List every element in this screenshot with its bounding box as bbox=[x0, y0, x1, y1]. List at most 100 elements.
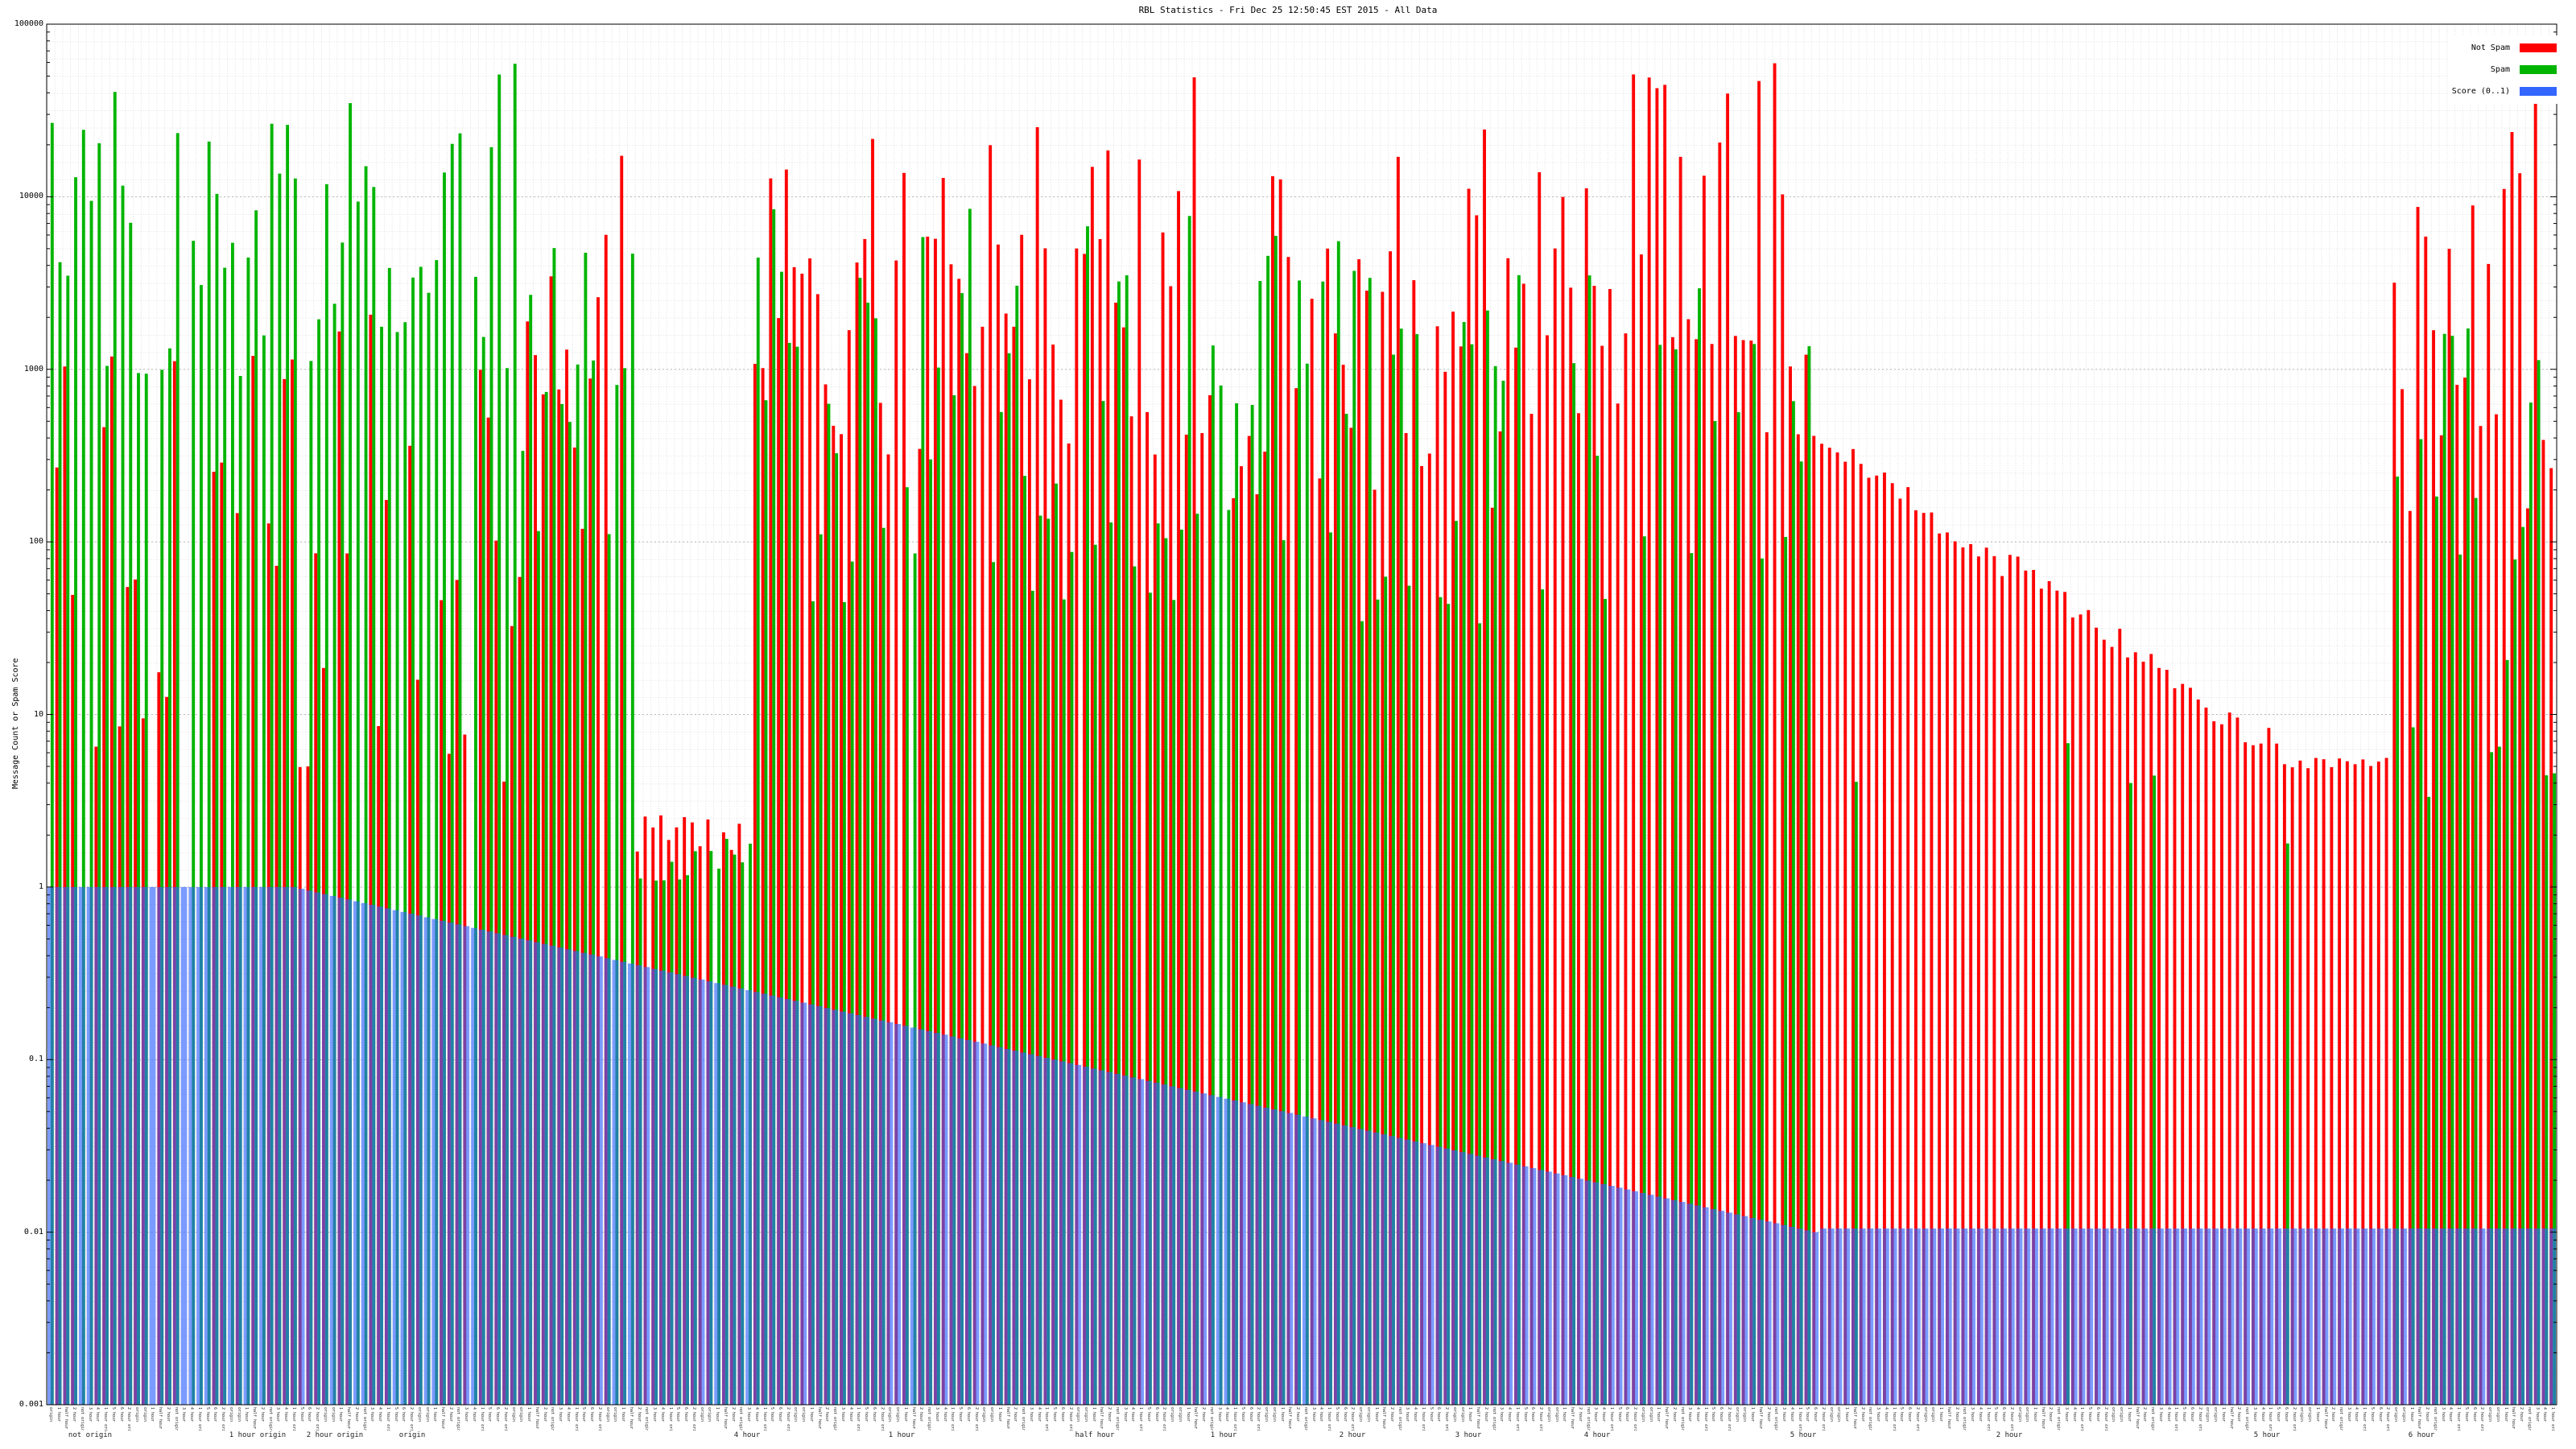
bar-score bbox=[729, 986, 737, 1405]
bar-not-spam bbox=[1883, 473, 1886, 1405]
x-tick-label: half hour bbox=[1476, 1407, 1481, 1430]
bar-score bbox=[989, 1045, 995, 1405]
bar-not-spam bbox=[534, 355, 537, 1405]
bar-score bbox=[2087, 1228, 2094, 1405]
bar-spam bbox=[1298, 280, 1301, 1406]
legend-label-not-spam: Not Spam bbox=[2471, 43, 2510, 52]
bar-score bbox=[832, 1009, 839, 1405]
bar-spam bbox=[576, 364, 580, 1405]
bar-spam bbox=[780, 271, 783, 1406]
x-tick-label: origin bbox=[1170, 1407, 1175, 1422]
bar-not-spam bbox=[2141, 661, 2145, 1405]
bar-not-spam bbox=[1349, 427, 1353, 1405]
bar-not-spam bbox=[2235, 717, 2240, 1405]
bar-spam bbox=[2450, 336, 2454, 1406]
x-tick-label: 4 hour bbox=[471, 1407, 477, 1422]
x-tick-label: 3 hour bbox=[2534, 1407, 2540, 1422]
bar-score bbox=[1232, 1100, 1239, 1405]
x-tick-label: 3 hour bbox=[1593, 1407, 1599, 1422]
x-tick-label: 2 hour origin bbox=[221, 1407, 226, 1430]
bar-score bbox=[2322, 1228, 2329, 1405]
bar-score bbox=[1969, 1228, 1975, 1405]
bar-not-spam bbox=[934, 238, 937, 1405]
bar-not-spam bbox=[597, 297, 600, 1406]
x-tick-label: 6 hour bbox=[2283, 1407, 2289, 1422]
x-tick-label: 4 hour bbox=[2354, 1407, 2359, 1422]
bar-spam bbox=[881, 527, 886, 1406]
bar-score bbox=[1710, 1208, 1717, 1405]
bar-spam bbox=[756, 257, 760, 1406]
bar-not-spam bbox=[1592, 286, 1596, 1405]
bar-not-spam bbox=[2259, 743, 2263, 1405]
bar-score bbox=[377, 906, 383, 1405]
bar-spam bbox=[1485, 310, 1489, 1405]
x-tick-label: 1 hour origin bbox=[2362, 1407, 2368, 1430]
x-tick-label: half hour bbox=[628, 1407, 634, 1430]
bar-score bbox=[2463, 1228, 2470, 1405]
x-tick-label: 1 hour origin bbox=[385, 1407, 390, 1430]
x-tick-label: origin bbox=[2495, 1407, 2500, 1422]
x-tick-label: 1 hour origin bbox=[762, 1407, 767, 1430]
bar-not-spam bbox=[972, 386, 976, 1405]
bar-score bbox=[1224, 1098, 1231, 1405]
y-tick-label: 1 bbox=[38, 881, 43, 891]
bar-not-spam bbox=[1608, 289, 1612, 1405]
bar-score bbox=[1670, 1199, 1678, 1405]
bar-spam bbox=[286, 125, 290, 1405]
bar-score bbox=[1867, 1228, 1874, 1405]
bar-score bbox=[1318, 1120, 1325, 1405]
x-tick-label: half hour bbox=[722, 1407, 728, 1430]
bar-spam bbox=[1376, 599, 1380, 1405]
bar-not-spam bbox=[902, 172, 906, 1405]
legend-swatch-spam bbox=[2520, 65, 2557, 74]
bar-not-spam bbox=[2353, 764, 2357, 1405]
bar-score bbox=[878, 1020, 886, 1405]
x-tick-label: origin bbox=[2393, 1407, 2399, 1422]
bar-spam bbox=[1462, 322, 1466, 1405]
bar-spam bbox=[2553, 773, 2556, 1405]
bar-spam bbox=[592, 360, 596, 1406]
x-tick-label: 3 hour bbox=[934, 1407, 939, 1422]
x-tick-label: origin bbox=[2025, 1407, 2030, 1422]
bar-not-spam bbox=[1271, 175, 1274, 1406]
bar-score bbox=[1192, 1092, 1199, 1405]
x-tick-label: 6 hour bbox=[2001, 1407, 2006, 1422]
bar-not-spam bbox=[1695, 339, 1699, 1405]
x-tick-label: 3 hour bbox=[1970, 1407, 1975, 1422]
bar-spam bbox=[2427, 796, 2431, 1405]
x-tick-label: not origin bbox=[1962, 1407, 1967, 1430]
bar-score bbox=[784, 999, 791, 1405]
bar-not-spam bbox=[1530, 414, 1534, 1405]
bar-spam bbox=[1007, 353, 1011, 1405]
x-tick-label: 3 hour bbox=[181, 1407, 187, 1422]
x-tick-label: 1 hour bbox=[1185, 1407, 1191, 1422]
bar-spam bbox=[1187, 216, 1191, 1405]
bar-not-spam bbox=[784, 169, 788, 1406]
bar-not-spam bbox=[886, 454, 890, 1406]
bar-spam bbox=[223, 267, 227, 1406]
x-tick-label: 6 hour bbox=[871, 1407, 877, 1422]
bar-not-spam bbox=[1812, 436, 1816, 1406]
x-tick-label: 1 hour origin bbox=[1044, 1407, 1050, 1430]
x-tick-label: 5 hour bbox=[1146, 1407, 1151, 1422]
legend-label-spam: Spam bbox=[2490, 65, 2510, 74]
x-tick-label: 2 hour origin bbox=[1633, 1407, 1638, 1430]
bar-not-spam bbox=[1553, 248, 1557, 1405]
bar-score bbox=[1114, 1073, 1121, 1405]
x-tick-label: 4 hour bbox=[2260, 1407, 2265, 1422]
bar-spam bbox=[2497, 746, 2501, 1405]
bar-not-spam bbox=[1364, 291, 1368, 1406]
y-tick-label: 1000 bbox=[23, 364, 43, 374]
bar-score bbox=[400, 911, 407, 1405]
bar-score bbox=[109, 886, 117, 1406]
bar-spam bbox=[450, 143, 454, 1406]
bar-score bbox=[322, 894, 328, 1405]
bar-score bbox=[2165, 1228, 2172, 1405]
bar-not-spam bbox=[1146, 411, 1149, 1405]
bar-not-spam bbox=[2181, 683, 2185, 1405]
x-tick-label: not origin bbox=[2526, 1407, 2532, 1430]
bar-spam bbox=[1235, 402, 1239, 1406]
bar-not-spam bbox=[1475, 215, 1479, 1406]
x-tick-label: 1 hour origin bbox=[2550, 1407, 2556, 1430]
x-tick-label: origin bbox=[2401, 1407, 2406, 1422]
